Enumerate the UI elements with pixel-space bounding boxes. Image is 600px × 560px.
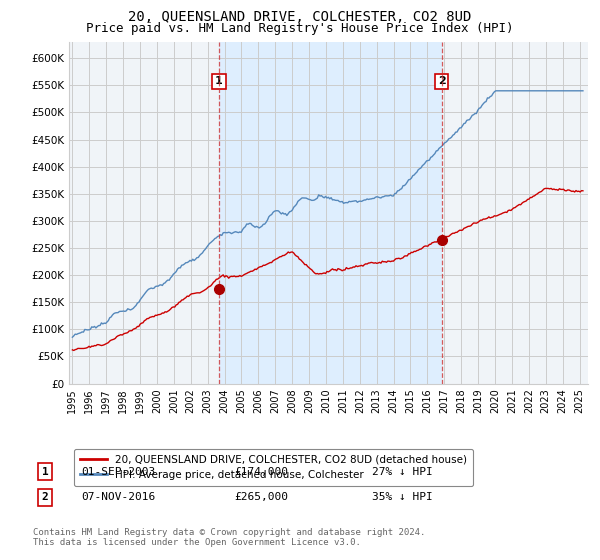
Text: 1: 1 bbox=[41, 466, 49, 477]
Text: 07-NOV-2016: 07-NOV-2016 bbox=[81, 492, 155, 502]
Bar bbox=[219, 42, 442, 384]
Text: 20, QUEENSLAND DRIVE, COLCHESTER, CO2 8UD: 20, QUEENSLAND DRIVE, COLCHESTER, CO2 8U… bbox=[128, 10, 472, 24]
Text: 1: 1 bbox=[215, 76, 223, 86]
Text: 01-SEP-2003: 01-SEP-2003 bbox=[81, 466, 155, 477]
Text: 27% ↓ HPI: 27% ↓ HPI bbox=[372, 466, 433, 477]
Text: £265,000: £265,000 bbox=[234, 492, 288, 502]
Text: £174,000: £174,000 bbox=[234, 466, 288, 477]
Text: 2: 2 bbox=[438, 76, 446, 86]
Text: 35% ↓ HPI: 35% ↓ HPI bbox=[372, 492, 433, 502]
Text: Contains HM Land Registry data © Crown copyright and database right 2024.
This d: Contains HM Land Registry data © Crown c… bbox=[33, 528, 425, 547]
Text: 2: 2 bbox=[41, 492, 49, 502]
Legend: 20, QUEENSLAND DRIVE, COLCHESTER, CO2 8UD (detached house), HPI: Average price, : 20, QUEENSLAND DRIVE, COLCHESTER, CO2 8U… bbox=[74, 449, 473, 486]
Text: Price paid vs. HM Land Registry's House Price Index (HPI): Price paid vs. HM Land Registry's House … bbox=[86, 22, 514, 35]
